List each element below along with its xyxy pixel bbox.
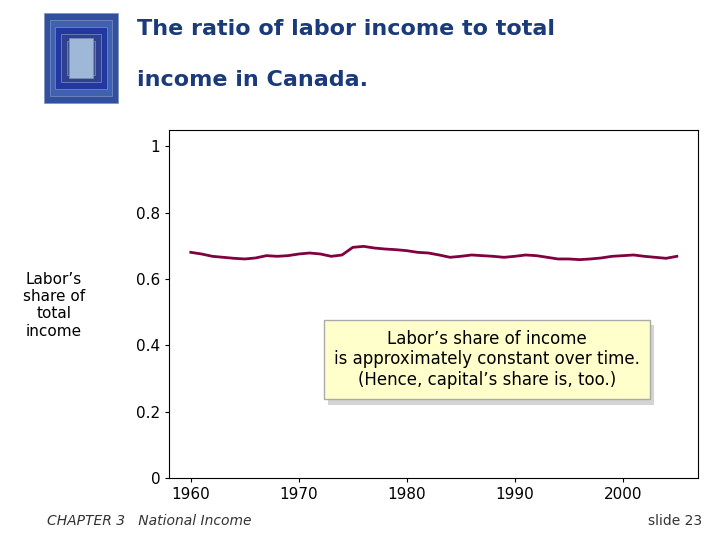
FancyBboxPatch shape (67, 41, 95, 75)
Text: The ratio of labor income to total: The ratio of labor income to total (137, 19, 555, 39)
Text: Labor’s
share of
total
income: Labor’s share of total income (23, 272, 85, 339)
Text: slide 23: slide 23 (648, 514, 702, 528)
Text: Labor’s share of income
is approximately constant over time.
(Hence, capital’s s: Labor’s share of income is approximately… (338, 335, 644, 395)
FancyBboxPatch shape (61, 34, 101, 82)
FancyBboxPatch shape (44, 13, 118, 103)
Text: income in Canada.: income in Canada. (137, 70, 368, 90)
FancyBboxPatch shape (73, 48, 89, 68)
FancyBboxPatch shape (50, 20, 112, 96)
FancyBboxPatch shape (68, 38, 94, 78)
Text: CHAPTER 3   National Income: CHAPTER 3 National Income (47, 514, 251, 528)
FancyBboxPatch shape (55, 27, 107, 89)
Text: Labor’s share of income
is approximately constant over time.
(Hence, capital’s s: Labor’s share of income is approximately… (334, 330, 639, 389)
